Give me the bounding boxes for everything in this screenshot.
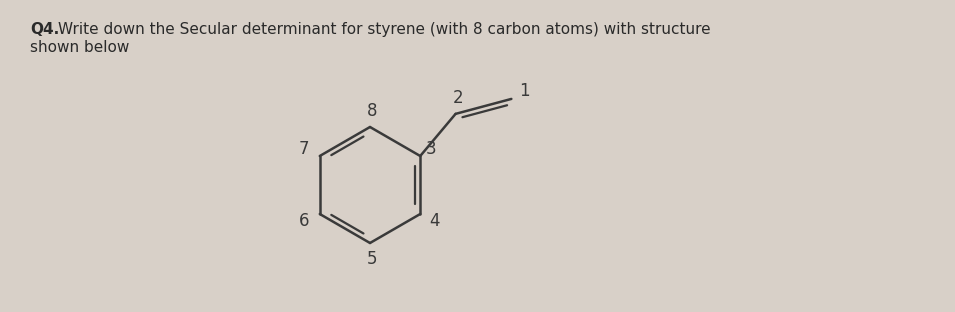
Text: Write down the Secular determinant for styrene (with 8 carbon atoms) with struct: Write down the Secular determinant for s… xyxy=(58,22,711,37)
Text: 5: 5 xyxy=(367,250,377,268)
Text: 4: 4 xyxy=(430,212,440,230)
Text: 8: 8 xyxy=(367,102,377,120)
Text: 2: 2 xyxy=(453,89,463,107)
Text: shown below: shown below xyxy=(30,40,129,55)
Text: Q4.: Q4. xyxy=(30,22,59,37)
Text: 3: 3 xyxy=(425,140,435,158)
Text: 1: 1 xyxy=(520,82,530,100)
Text: 7: 7 xyxy=(299,140,309,158)
Text: 6: 6 xyxy=(299,212,309,230)
